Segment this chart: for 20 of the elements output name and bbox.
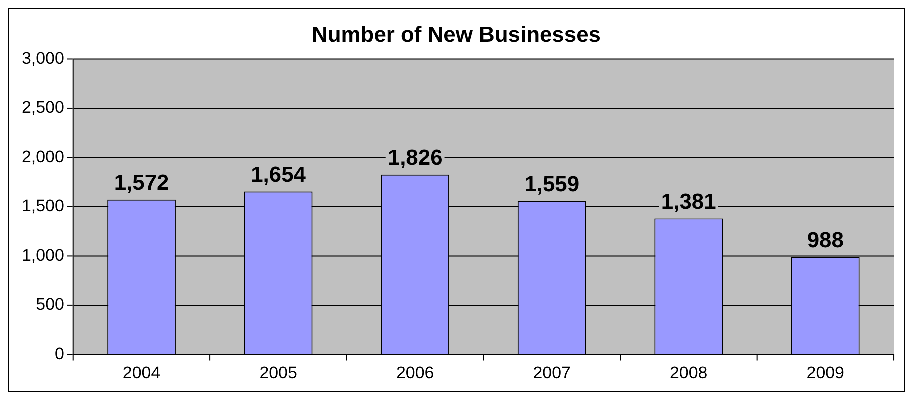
x-tick-label: 2005 — [260, 364, 298, 383]
data-label: 1,654 — [251, 162, 307, 187]
chart-title: Number of New Businesses — [312, 22, 601, 48]
data-label: 1,572 — [114, 170, 170, 195]
x-tick-label: 2008 — [670, 364, 708, 383]
y-tick-label: 1,000 — [22, 246, 64, 265]
data-label: 988 — [807, 228, 844, 253]
y-tick-label: 3,000 — [22, 48, 64, 68]
y-tick-label: 1,500 — [22, 196, 64, 216]
y-tick-label: 500 — [36, 295, 64, 314]
x-tick-label: 2004 — [122, 364, 161, 383]
data-label: 1,559 — [524, 171, 580, 196]
x-tick-label: 2007 — [533, 364, 571, 383]
data-label: 1,381 — [661, 188, 716, 214]
y-tick-label: 2,500 — [22, 98, 64, 118]
data-label: 1,826 — [388, 144, 443, 170]
y-tick-label: 2,000 — [22, 147, 64, 166]
x-tick-label: 2009 — [806, 364, 844, 383]
x-tick-label: 2006 — [396, 364, 434, 383]
y-tick-label: 0 — [54, 344, 64, 364]
